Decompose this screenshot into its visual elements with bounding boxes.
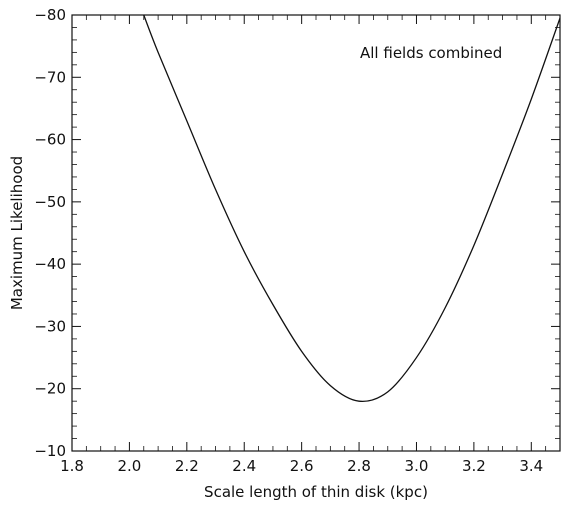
y-tick-label: −10 [34,442,66,460]
x-axis-title: Scale length of thin disk (kpc) [204,483,428,501]
y-tick-label: −80 [34,6,66,24]
x-tick-label: 3.4 [519,457,543,475]
x-tick-label: 3.0 [405,457,429,475]
y-tick-label: −50 [34,193,66,211]
annotation-text: All fields combined [360,44,502,62]
y-axis-title: Maximum Likelihood [8,156,26,310]
y-tick-label: −30 [34,317,66,335]
x-axis-ticks: 1.8 2.0 2.2 2.4 2.6 2.8 3.0 3.2 3.4 [60,15,547,475]
x-tick-label: 2.4 [232,457,256,475]
y-tick-label: −70 [34,68,66,86]
x-tick-label: 2.2 [175,457,199,475]
x-tick-label: 2.8 [347,457,371,475]
y-tick-label: −40 [34,255,66,273]
x-tick-label: 2.0 [117,457,141,475]
plot-frame [71,14,561,452]
y-tick-label: −20 [34,380,66,398]
x-tick-label: 2.6 [290,457,314,475]
y-axis-ticks: −10 −20 −30 −40 −50 −60 −70 −80 [34,6,560,460]
x-tick-label: 3.2 [462,457,486,475]
y-tick-label: −60 [34,131,66,149]
likelihood-curve [143,14,561,403]
x-tick-label: 1.8 [60,457,84,475]
